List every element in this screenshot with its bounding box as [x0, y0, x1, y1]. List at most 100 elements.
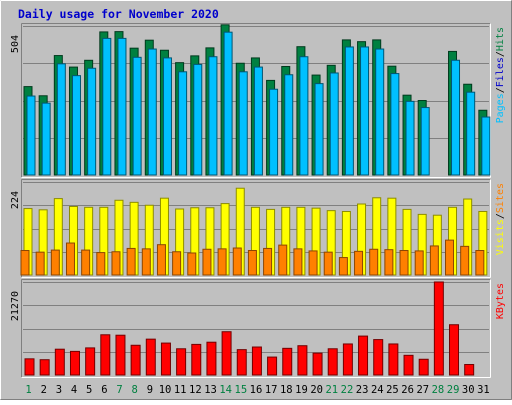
bar-sites-8 — [126, 247, 136, 276]
legend-separator: / — [495, 87, 506, 93]
bar-sites-18 — [278, 244, 288, 276]
legend-item-hits: Hits — [495, 27, 506, 51]
x-label-day-28: 28 — [432, 384, 445, 396]
bar-kbytes-19 — [297, 345, 308, 376]
panel-visits-sites: 224 — [10, 179, 491, 278]
bar-kbytes-24 — [373, 339, 384, 376]
bar-sites-13 — [202, 248, 212, 276]
legend-kbytes: KBytes — [495, 283, 506, 319]
bar-kbytes-29 — [449, 324, 460, 376]
bar-sites-16 — [247, 250, 257, 276]
bar-sites-11 — [172, 251, 182, 276]
legend-item-pages: Pages — [495, 93, 506, 123]
bar-sites-19 — [293, 248, 303, 276]
x-label-day-20: 20 — [310, 384, 323, 396]
x-label-day-15: 15 — [235, 384, 248, 396]
plot-box — [21, 23, 491, 178]
bar-files-5 — [87, 67, 97, 176]
bar-files-3 — [56, 63, 66, 176]
bar-files-13 — [208, 56, 218, 176]
x-label-day-14: 14 — [219, 384, 232, 396]
bar-sites-5 — [81, 249, 91, 276]
bar-sites-1 — [20, 250, 30, 276]
chart-title: Daily usage for November 2020 — [18, 7, 219, 21]
plot-box — [21, 279, 491, 378]
bar-kbytes-5 — [85, 347, 96, 376]
x-label-day-22: 22 — [341, 384, 354, 396]
bar-files-21 — [329, 72, 339, 176]
bar-files-24 — [375, 48, 385, 176]
bar-kbytes-21 — [327, 348, 338, 376]
x-label-day-1: 1 — [25, 384, 31, 396]
x-label-day-12: 12 — [189, 384, 202, 396]
bar-sites-28 — [429, 245, 439, 276]
bar-sites-21 — [323, 251, 333, 276]
bar-kbytes-4 — [69, 350, 80, 376]
x-label-day-10: 10 — [159, 384, 172, 396]
y-max-label: 224 — [10, 191, 21, 209]
bar-kbytes-12 — [191, 343, 202, 376]
bar-kbytes-9 — [145, 338, 156, 376]
bar-kbytes-13 — [206, 341, 217, 376]
bar-sites-14 — [217, 248, 227, 276]
bar-kbytes-3 — [54, 348, 65, 376]
bar-kbytes-10 — [160, 342, 171, 376]
bar-sites-3 — [50, 249, 60, 276]
bar-files-22 — [344, 46, 354, 176]
x-label-day-5: 5 — [86, 384, 92, 396]
bar-files-1 — [26, 95, 36, 176]
bar-sites-29 — [445, 239, 455, 276]
bar-kbytes-14 — [221, 331, 232, 376]
bar-files-6 — [102, 37, 112, 176]
x-label-day-19: 19 — [295, 384, 308, 396]
bar-files-9 — [147, 48, 157, 176]
bar-files-31 — [481, 116, 491, 176]
bar-sites-20 — [308, 250, 318, 276]
bar-files-20 — [314, 83, 324, 176]
bar-kbytes-16 — [251, 346, 262, 376]
x-label-day-29: 29 — [447, 384, 460, 396]
x-label-day-21: 21 — [325, 384, 338, 396]
x-label-day-25: 25 — [386, 384, 399, 396]
bar-sites-24 — [369, 248, 379, 276]
bar-kbytes-28 — [433, 281, 444, 376]
bar-kbytes-11 — [176, 348, 187, 376]
legend-item-sites: Sites — [495, 183, 506, 213]
bar-files-14 — [223, 31, 233, 176]
x-label-day-26: 26 — [401, 384, 414, 396]
x-label-day-7: 7 — [116, 384, 122, 396]
bar-files-8 — [132, 56, 142, 176]
x-label-day-18: 18 — [280, 384, 293, 396]
y-max-label: 504 — [10, 35, 21, 53]
bar-kbytes-22 — [342, 343, 353, 376]
bar-files-25 — [390, 73, 400, 176]
legend-visits_sites: Visits/Sites — [495, 183, 506, 255]
x-label-day-9: 9 — [147, 384, 153, 396]
bar-files-7 — [117, 37, 127, 176]
panel-hits-files-pages: 504 — [10, 23, 491, 178]
bar-sites-31 — [475, 250, 485, 276]
bar-files-17 — [269, 88, 279, 176]
bar-kbytes-27 — [418, 358, 429, 376]
bar-files-18 — [284, 74, 294, 176]
bar-files-27 — [420, 107, 430, 176]
bar-kbytes-2 — [39, 359, 50, 376]
bar-files-15 — [238, 71, 248, 176]
x-label-day-30: 30 — [462, 384, 475, 396]
x-label-day-24: 24 — [371, 384, 384, 396]
bar-kbytes-1 — [24, 358, 35, 376]
bar-sites-17 — [263, 247, 273, 276]
bar-kbytes-26 — [403, 354, 414, 376]
bar-sites-25 — [384, 249, 394, 276]
x-label-day-11: 11 — [174, 384, 187, 396]
y-max-label: 21270 — [10, 291, 21, 321]
bar-files-4 — [71, 75, 81, 176]
bar-sites-7 — [111, 251, 121, 276]
legend-item-visits: Visits — [495, 219, 506, 255]
bar-kbytes-23 — [358, 335, 369, 376]
bar-kbytes-7 — [115, 334, 126, 376]
bar-files-10 — [162, 57, 172, 176]
bar-sites-2 — [35, 251, 45, 276]
